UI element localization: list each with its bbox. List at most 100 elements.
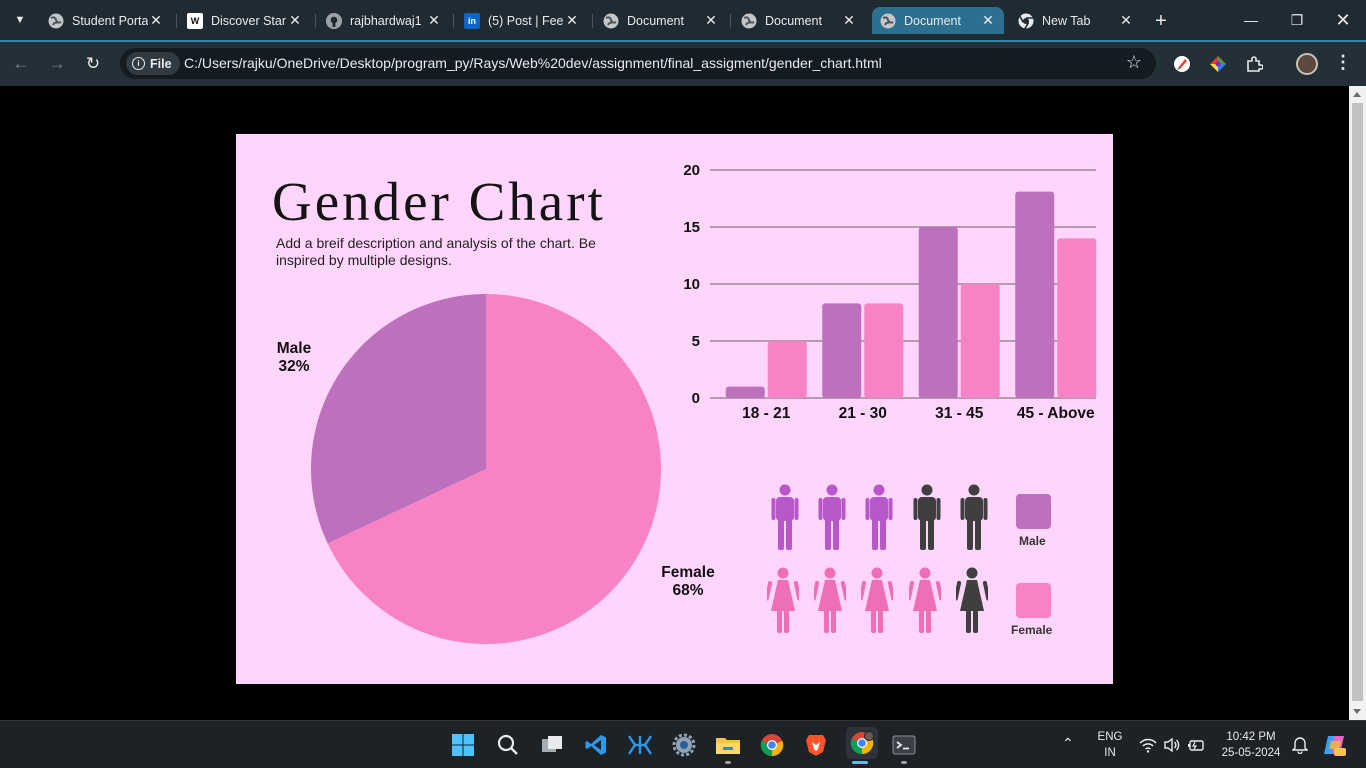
female-person-icon xyxy=(858,567,896,640)
vscode-icon[interactable] xyxy=(582,731,610,759)
female-person-icon xyxy=(953,567,991,640)
brave-icon[interactable] xyxy=(802,731,830,759)
chrome-icon[interactable] xyxy=(758,731,786,759)
tab-separator xyxy=(453,14,454,28)
tab-8[interactable]: New Tab ✕ xyxy=(1010,7,1142,34)
tab-7[interactable]: Document ✕ xyxy=(872,7,1004,34)
tab-close-icon[interactable]: ✕ xyxy=(428,12,440,28)
extension-color-icon[interactable] xyxy=(1208,54,1228,74)
back-arrow-icon[interactable]: ← xyxy=(12,54,30,73)
tab-close-icon[interactable]: ✕ xyxy=(566,12,578,28)
kiro-icon[interactable] xyxy=(626,731,654,759)
tab-close-icon[interactable]: ✕ xyxy=(843,12,855,28)
tab-title: Student Porta xyxy=(72,13,148,28)
page-title: Gender Chart xyxy=(272,171,606,232)
tab-close-icon[interactable]: ✕ xyxy=(150,12,162,28)
female-legend-label: Female xyxy=(1011,623,1053,637)
tray-overflow-chevron-icon[interactable]: ⌃ xyxy=(1062,735,1074,751)
tab-title: Document xyxy=(904,13,961,28)
forward-arrow-icon[interactable]: → xyxy=(48,54,66,73)
page-scrollbar[interactable] xyxy=(1349,86,1366,720)
tab-separator xyxy=(315,14,316,28)
bookmark-star-icon[interactable]: ☆ xyxy=(1125,52,1142,72)
male-legend-swatch xyxy=(1016,494,1051,529)
search-icon[interactable] xyxy=(494,731,522,759)
address-bar[interactable]: i File C:/Users/rajku/OneDrive/Desktop/p… xyxy=(120,48,1156,79)
y-tick-label: 5 xyxy=(692,333,700,350)
male-person-icon xyxy=(959,484,989,557)
female-pie-label: Female 68% xyxy=(654,564,722,600)
tab-3[interactable]: rajbhardwaj1 ✕ xyxy=(318,7,450,34)
battery-icon[interactable] xyxy=(1184,733,1208,757)
pie-slice-male xyxy=(311,294,486,544)
globe-favicon-icon xyxy=(741,13,757,29)
minimize-icon[interactable]: — xyxy=(1244,12,1258,28)
extension-pen-icon[interactable] xyxy=(1172,54,1192,74)
settings-icon[interactable] xyxy=(670,731,698,759)
profile-avatar[interactable] xyxy=(1296,53,1318,75)
y-tick-label: 20 xyxy=(683,162,700,179)
new-tab-button[interactable]: + xyxy=(1155,9,1167,32)
globe-favicon-icon xyxy=(880,13,896,29)
x-tick-label: 31 - 45 xyxy=(935,405,984,422)
tab-title: Document xyxy=(765,13,822,28)
tab-title: Discover Star xyxy=(211,13,287,28)
url-text[interactable]: C:/Users/rajku/OneDrive/Desktop/program_… xyxy=(184,55,882,71)
windows-start-icon[interactable] xyxy=(449,731,477,759)
terminal-icon[interactable] xyxy=(890,731,918,759)
male-pie-label: Male 32% xyxy=(266,340,322,376)
language-indicator[interactable]: ENG IN xyxy=(1094,729,1126,761)
tab-close-icon[interactable]: ✕ xyxy=(1120,12,1132,28)
bar-male-1 xyxy=(725,386,765,398)
bar-female-1 xyxy=(767,341,807,398)
y-tick-label: 0 xyxy=(692,390,700,407)
wifi-icon[interactable] xyxy=(1136,733,1160,757)
restore-icon[interactable]: ❐ xyxy=(1290,11,1304,28)
tab-close-icon[interactable]: ✕ xyxy=(289,12,301,28)
close-window-icon[interactable]: ✕ xyxy=(1335,9,1351,30)
globe-favicon-icon xyxy=(603,13,619,29)
tab-2[interactable]: W Discover Star ✕ xyxy=(179,7,311,34)
bar-female-4 xyxy=(1057,238,1097,398)
reload-icon[interactable]: ↻ xyxy=(85,54,101,73)
male-pie-percent: 32% xyxy=(278,358,310,375)
tab-search-chevron-icon[interactable]: ▼ xyxy=(14,14,26,26)
site-info-chip[interactable]: i File xyxy=(126,52,180,75)
menu-kebab-icon[interactable]: ⋮ xyxy=(1334,52,1352,72)
tab-6[interactable]: Document ✕ xyxy=(733,7,865,34)
windows-taskbar: ⌃ ENG IN 10:42 PM 25-05-2024 xyxy=(0,720,1366,768)
extensions-puzzle-icon[interactable] xyxy=(1244,54,1264,74)
notification-bell-icon[interactable] xyxy=(1290,733,1310,757)
terminal-running-indicator xyxy=(901,761,907,764)
male-legend-label: Male xyxy=(1019,534,1046,548)
tab-title: New Tab xyxy=(1042,13,1091,28)
male-person-icon xyxy=(770,484,800,557)
system-clock[interactable]: 10:42 PM 25-05-2024 xyxy=(1216,729,1286,761)
male-person-icon xyxy=(817,484,847,557)
task-view-icon[interactable] xyxy=(538,731,566,759)
female-person-icon xyxy=(811,567,849,640)
copilot-icon[interactable] xyxy=(1320,731,1348,759)
scroll-up-arrow-icon[interactable] xyxy=(1353,92,1361,97)
volume-icon[interactable] xyxy=(1160,733,1184,757)
chrome-profile-icon[interactable] xyxy=(846,727,878,759)
tab-1[interactable]: Student Porta ✕ xyxy=(40,7,172,34)
tab-4[interactable]: in (5) Post | Fee ✕ xyxy=(456,7,588,34)
gender-pie-chart xyxy=(311,294,661,644)
tab-close-icon[interactable]: ✕ xyxy=(705,12,717,28)
browser-toolbar: ← → ↻ i File C:/Users/rajku/OneDrive/Des… xyxy=(0,42,1366,86)
tab-5[interactable]: Document ✕ xyxy=(595,7,727,34)
explorer-running-indicator xyxy=(725,761,731,764)
github-favicon-icon xyxy=(326,12,342,29)
pie-slice-female xyxy=(327,294,661,644)
tab-close-icon[interactable]: ✕ xyxy=(982,12,994,28)
scroll-down-arrow-icon[interactable] xyxy=(1353,709,1361,714)
y-tick-label: 15 xyxy=(683,219,700,236)
tab-separator xyxy=(176,14,177,28)
file-explorer-icon[interactable] xyxy=(714,731,742,759)
language-bottom: IN xyxy=(1104,747,1116,759)
page-viewport: Gender Chart Add a breif description and… xyxy=(0,86,1349,720)
female-legend-swatch xyxy=(1016,583,1051,618)
scrollbar-thumb[interactable] xyxy=(1352,103,1363,701)
clock-date: 25-05-2024 xyxy=(1221,747,1281,759)
